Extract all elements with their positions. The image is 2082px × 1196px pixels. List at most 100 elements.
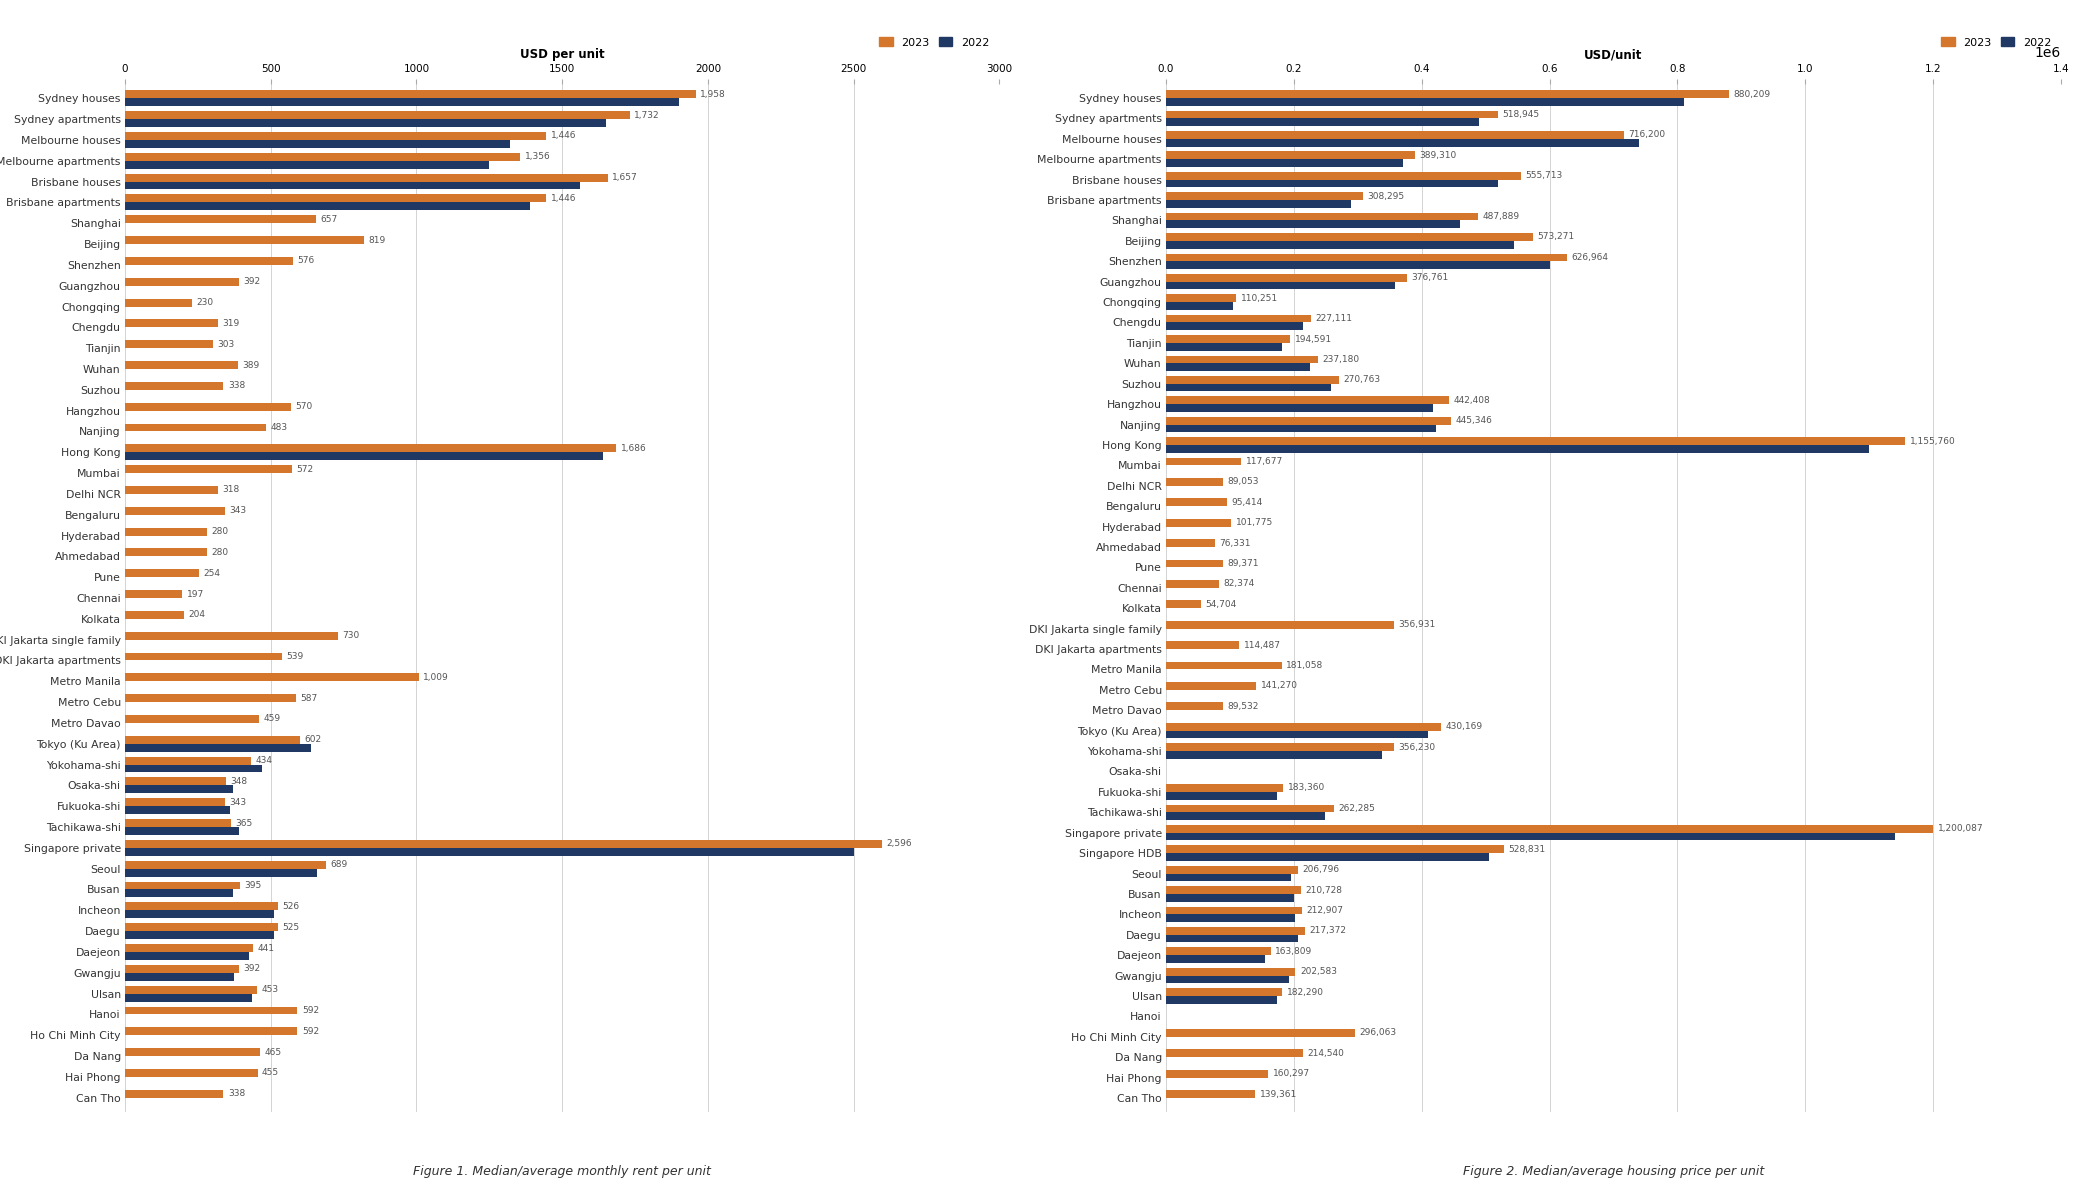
Bar [1166, 343, 1283, 350]
Bar [125, 819, 231, 826]
Bar [1166, 956, 1266, 963]
Bar [1166, 1070, 1268, 1078]
Text: 442,408: 442,408 [1453, 396, 1491, 404]
Bar [1166, 193, 1364, 200]
Text: 163,809: 163,809 [1274, 947, 1312, 956]
Bar [125, 826, 239, 835]
Text: 101,775: 101,775 [1235, 518, 1272, 527]
Bar [1166, 805, 1335, 812]
Bar [125, 965, 239, 972]
Bar [1166, 396, 1449, 404]
Text: 592: 592 [302, 1027, 319, 1036]
X-axis label: USD/unit: USD/unit [1584, 49, 1643, 61]
Bar [125, 631, 337, 640]
Text: 95,414: 95,414 [1230, 498, 1262, 507]
Text: 338: 338 [227, 1090, 246, 1098]
Text: 202,583: 202,583 [1299, 968, 1337, 976]
Text: 296,063: 296,063 [1360, 1029, 1397, 1037]
Bar [125, 744, 312, 751]
Text: 141,270: 141,270 [1262, 682, 1297, 690]
Bar [1166, 376, 1339, 384]
Bar [125, 486, 219, 494]
Bar [125, 527, 206, 536]
Bar [1166, 425, 1437, 432]
Text: 117,677: 117,677 [1245, 457, 1283, 466]
Text: 716,200: 716,200 [1628, 130, 1666, 140]
Text: 139,361: 139,361 [1260, 1090, 1297, 1099]
Bar [1166, 384, 1330, 391]
Bar [125, 881, 239, 890]
Bar [125, 757, 252, 764]
Bar [1166, 968, 1295, 976]
Text: 365: 365 [235, 818, 252, 828]
Bar [125, 944, 254, 952]
Bar [125, 848, 854, 856]
Bar [1166, 580, 1218, 587]
Text: 318: 318 [223, 486, 239, 494]
X-axis label: USD per unit: USD per unit [520, 49, 604, 61]
Bar [1166, 355, 1318, 364]
Text: 356,230: 356,230 [1399, 743, 1434, 751]
Bar [1166, 364, 1310, 371]
Bar [1166, 641, 1239, 649]
Bar [125, 764, 262, 773]
Bar [125, 277, 239, 286]
Text: 197: 197 [187, 590, 204, 598]
Bar [1166, 152, 1416, 159]
Bar [125, 611, 185, 618]
Bar [125, 549, 206, 556]
Text: 430,169: 430,169 [1445, 722, 1482, 731]
Bar [125, 952, 250, 960]
Bar [125, 319, 219, 328]
Legend: 2023, 2022: 2023, 2022 [1936, 32, 2055, 53]
Bar [1166, 832, 1895, 841]
Text: 182,290: 182,290 [1287, 988, 1324, 996]
Text: 1,155,760: 1,155,760 [1909, 437, 1955, 446]
Bar [1166, 240, 1514, 249]
Text: 214,540: 214,540 [1307, 1049, 1345, 1057]
Text: 343: 343 [229, 506, 246, 515]
Text: 262,285: 262,285 [1339, 804, 1374, 813]
Bar [125, 195, 545, 202]
Bar [125, 972, 233, 981]
Text: 626,964: 626,964 [1572, 252, 1607, 262]
Bar [125, 1048, 260, 1056]
Text: 227,111: 227,111 [1316, 315, 1353, 323]
Bar [1166, 907, 1301, 914]
Bar [1166, 947, 1270, 956]
Bar [125, 140, 510, 148]
Text: 455: 455 [262, 1068, 279, 1078]
Bar [125, 91, 695, 98]
Bar [1166, 935, 1297, 942]
Bar [125, 452, 604, 460]
Text: 237,180: 237,180 [1322, 355, 1360, 364]
Bar [125, 673, 418, 682]
Bar [1166, 731, 1428, 738]
Bar [1166, 661, 1283, 670]
Bar [125, 923, 279, 932]
Bar [125, 153, 520, 160]
Bar [125, 132, 545, 140]
Text: 525: 525 [283, 922, 300, 932]
Bar [125, 1090, 223, 1098]
Text: 89,371: 89,371 [1228, 559, 1260, 568]
Bar [125, 798, 225, 806]
Bar [125, 361, 237, 370]
Text: 528,831: 528,831 [1509, 844, 1545, 854]
Text: 1,686: 1,686 [620, 444, 648, 453]
Text: 82,374: 82,374 [1222, 579, 1253, 588]
Text: 819: 819 [369, 236, 385, 245]
Bar [1166, 445, 1870, 453]
Text: 1,958: 1,958 [700, 90, 727, 99]
Text: 392: 392 [244, 277, 260, 286]
Text: 217,372: 217,372 [1310, 927, 1347, 935]
Bar [1166, 274, 1407, 282]
Bar [1166, 159, 1403, 167]
Bar [1166, 927, 1305, 935]
Bar [1166, 600, 1201, 609]
Text: 89,532: 89,532 [1228, 702, 1260, 710]
Text: 1,200,087: 1,200,087 [1938, 824, 1984, 834]
Bar [1166, 1091, 1255, 1098]
Text: 1,446: 1,446 [552, 132, 577, 140]
Bar [1166, 458, 1241, 465]
